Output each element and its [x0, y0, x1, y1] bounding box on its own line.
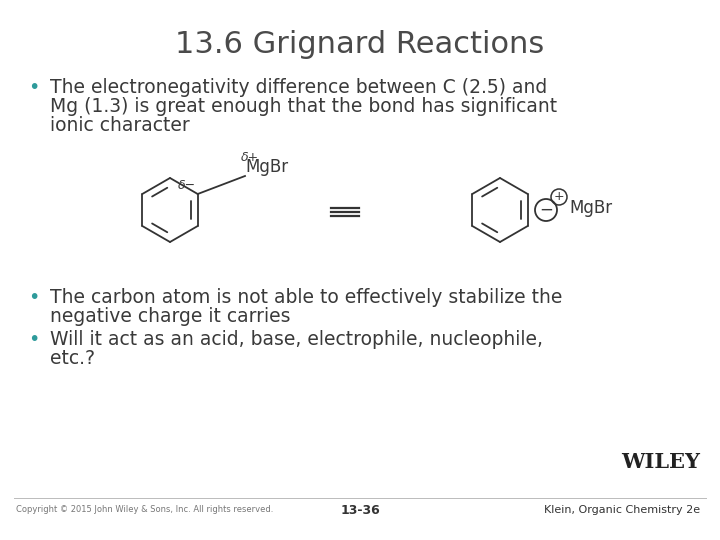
Text: etc.?: etc.? [50, 349, 95, 368]
Text: WILEY: WILEY [621, 452, 700, 472]
Text: MgBr: MgBr [245, 158, 288, 176]
Text: ionic character: ionic character [50, 116, 190, 135]
Text: 13-36: 13-36 [340, 503, 380, 516]
Text: negative charge it carries: negative charge it carries [50, 307, 290, 326]
Text: •: • [28, 78, 40, 97]
Text: The carbon atom is not able to effectively stabilize the: The carbon atom is not able to effective… [50, 288, 562, 307]
Text: δ−: δ− [178, 179, 196, 192]
Text: δ+: δ+ [241, 151, 259, 164]
Text: MgBr: MgBr [569, 199, 612, 217]
Text: The electronegativity difference between C (2.5) and: The electronegativity difference between… [50, 78, 547, 97]
Text: Mg (1.3) is great enough that the bond has significant: Mg (1.3) is great enough that the bond h… [50, 97, 557, 116]
Text: •: • [28, 330, 40, 349]
Text: 13.6 Grignard Reactions: 13.6 Grignard Reactions [176, 30, 544, 59]
Text: •: • [28, 288, 40, 307]
Text: Copyright © 2015 John Wiley & Sons, Inc. All rights reserved.: Copyright © 2015 John Wiley & Sons, Inc.… [16, 505, 274, 515]
Text: Will it act as an acid, base, electrophile, nucleophile,: Will it act as an acid, base, electrophi… [50, 330, 543, 349]
Text: +: + [554, 191, 564, 204]
Text: Klein, Organic Chemistry 2e: Klein, Organic Chemistry 2e [544, 505, 700, 515]
Text: −: − [539, 201, 553, 219]
